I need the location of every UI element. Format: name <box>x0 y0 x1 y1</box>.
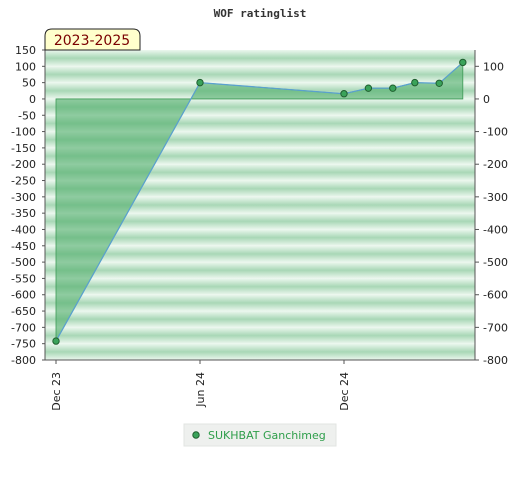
y-tick-label-left: -50 <box>18 109 36 122</box>
period-badge-label: 2023-2025 <box>54 33 130 49</box>
background-band <box>45 278 475 295</box>
y-tick-label-left: 100 <box>15 60 36 73</box>
y-axis-right: 100 0 -100 -200 -300 -400 -500 -600 -700 -800 <box>475 60 508 367</box>
y-tick-label-right: -500 <box>483 256 508 269</box>
legend-box <box>183 423 337 447</box>
legend-label: SUKHBAT Ganchimeg <box>208 429 326 442</box>
background-band <box>45 327 475 344</box>
x-tick-label: Jun 24 <box>194 372 207 408</box>
y-tick-label-left: 0 <box>29 93 36 106</box>
background-band <box>45 311 475 328</box>
data-point <box>459 58 467 67</box>
background-band <box>45 66 475 83</box>
data-point <box>340 90 348 98</box>
y-tick-label-left: -650 <box>11 305 36 318</box>
background-band <box>45 180 475 197</box>
data-point <box>364 84 373 92</box>
y-tick-label-left: -100 <box>11 126 36 139</box>
chart-title: WOF ratinglist <box>214 7 307 20</box>
data-point <box>411 78 419 87</box>
period-badge-shape <box>44 28 141 51</box>
background-band <box>45 294 475 312</box>
y-tick-label-right: -700 <box>483 321 508 334</box>
y-tick-label-right: -600 <box>483 289 508 302</box>
y-tick-label-left: 50 <box>22 77 36 90</box>
marker-layer <box>52 58 467 345</box>
data-point <box>435 79 443 87</box>
background-band <box>45 343 475 360</box>
y-tick-label-left: -800 <box>11 354 36 367</box>
legend[interactable]: SUKHBAT Ganchimeg <box>183 423 337 447</box>
data-point <box>196 78 204 87</box>
y-tick-label-left: -400 <box>11 223 36 236</box>
y-tick-label-left: -750 <box>11 338 36 351</box>
y-tick-label-left: 150 <box>15 44 36 57</box>
y-tick-label-right: -100 <box>483 126 508 139</box>
y-tick-label-left: -200 <box>11 158 36 171</box>
background-band <box>45 262 475 279</box>
y-tick-label-right: -200 <box>483 158 508 171</box>
background-band <box>45 213 475 230</box>
y-tick-label-left: -500 <box>11 256 36 269</box>
y-tick-label-left: -450 <box>11 240 36 253</box>
line-layer <box>55 61 464 342</box>
y-tick-label-right: 100 <box>483 60 504 73</box>
y-tick-label-left: -150 <box>11 142 36 155</box>
y-tick-label-left: -550 <box>11 272 36 285</box>
y-tick-label-right: 0 <box>483 93 490 106</box>
y-tick-label-right: -300 <box>483 191 508 204</box>
x-tick-label: Dec 23 <box>50 372 63 411</box>
series-line <box>55 61 464 342</box>
background-band <box>45 196 475 214</box>
axes <box>44 50 476 361</box>
legend-marker-icon <box>192 431 200 439</box>
y-tick-label-right: -800 <box>483 354 508 367</box>
y-tick-label-left: -300 <box>11 191 36 204</box>
y-tick-label-right: -400 <box>483 223 508 236</box>
background-band <box>45 50 475 67</box>
y-axis-left: 150 100 50 0 -50 -100 -150 -200 -250 -300 -350 -400… <box>11 44 45 367</box>
y-tick-label-left: -350 <box>11 207 36 220</box>
background-band <box>45 245 475 263</box>
y-tick-label-left: -250 <box>11 175 36 188</box>
y-tick-label-left: -700 <box>11 321 36 334</box>
y-tick-label-left: -600 <box>11 289 36 302</box>
period-badge: 2023-2025 <box>44 28 141 51</box>
data-point <box>389 84 397 92</box>
data-point <box>52 337 60 345</box>
x-tick-label: Dec 24 <box>338 372 351 411</box>
background-band <box>45 229 475 246</box>
x-axis: Dec 23 Jun 24 Dec 24 <box>50 360 351 411</box>
